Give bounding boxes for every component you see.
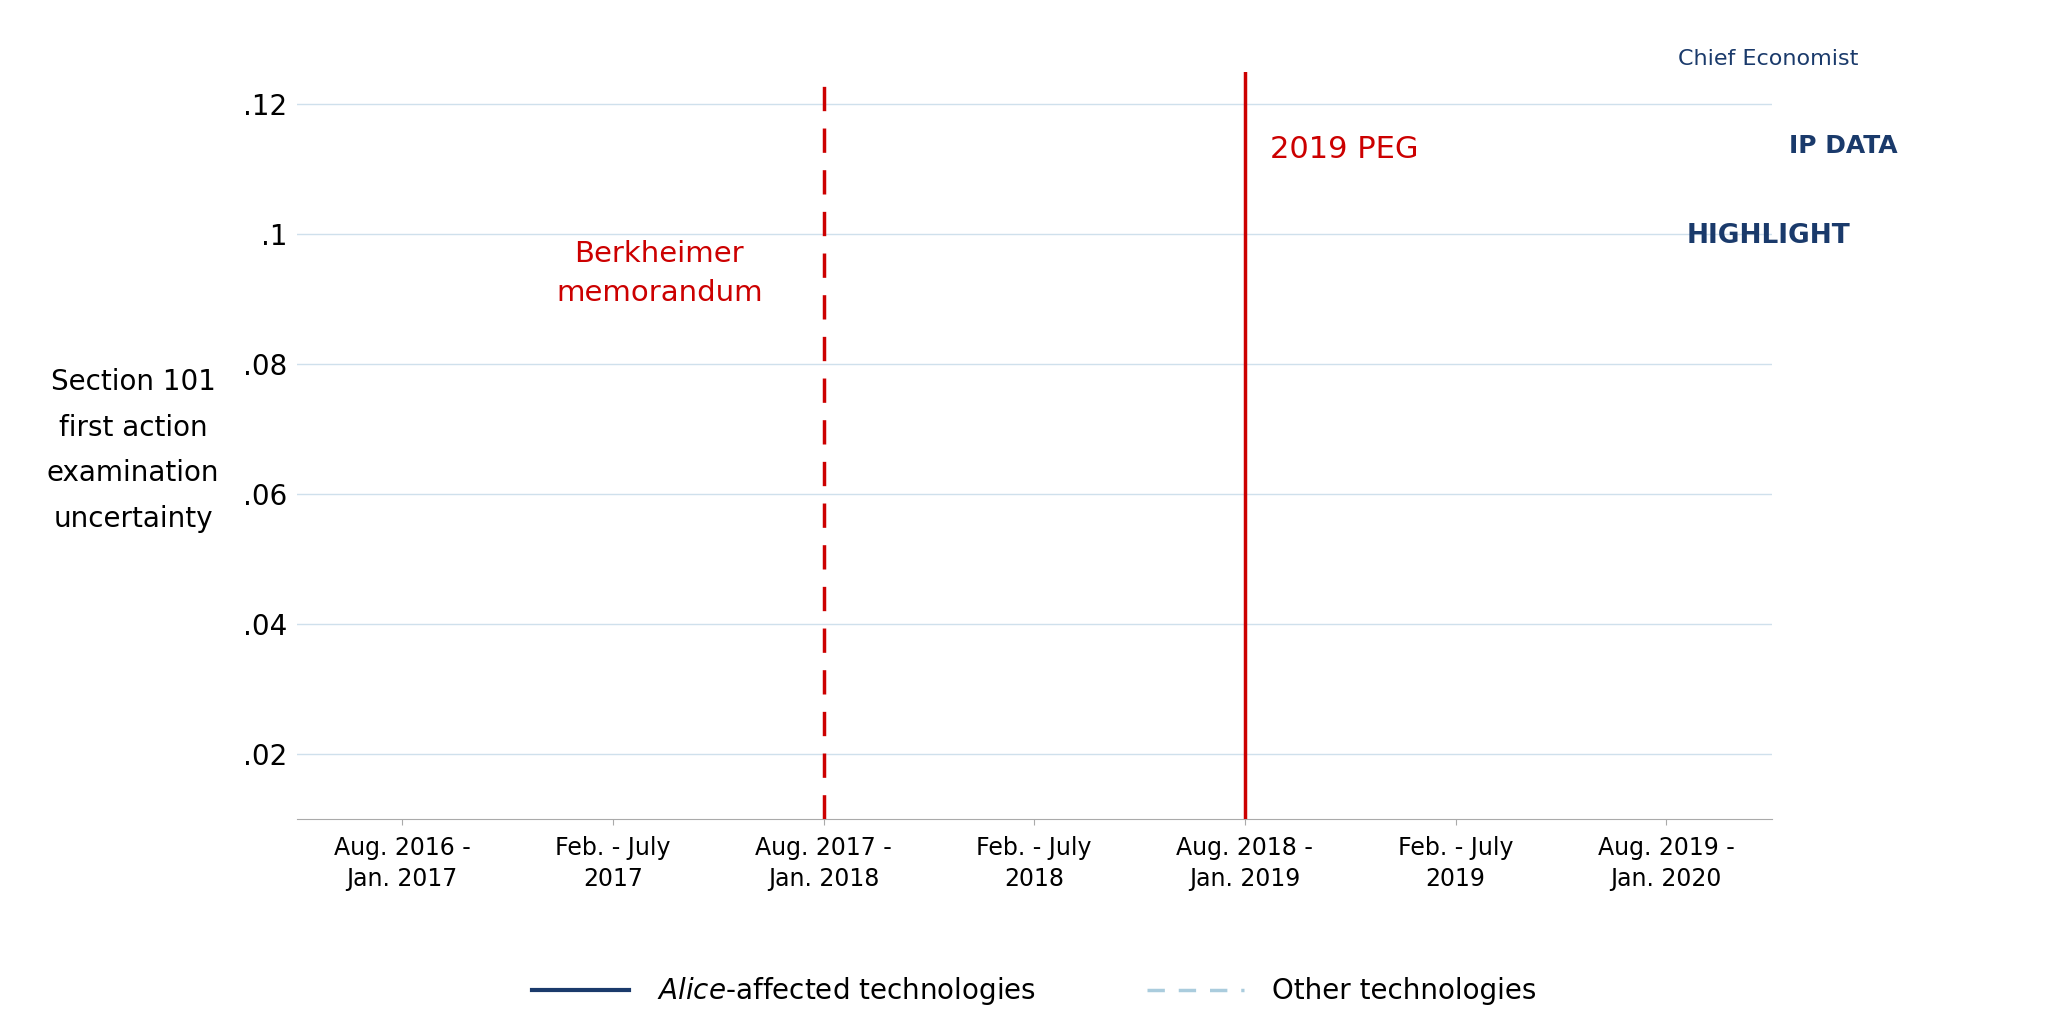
Text: Section 101
first action
examination
uncertainty: Section 101 first action examination unc… <box>47 369 219 532</box>
Text: Chief Economist: Chief Economist <box>1677 49 1860 69</box>
Text: HIGHLIGHT: HIGHLIGHT <box>1688 222 1849 249</box>
Text: Berkheimer
memorandum: Berkheimer memorandum <box>555 240 762 306</box>
Text: IP DATA: IP DATA <box>1788 134 1898 158</box>
Text: 2019 PEG: 2019 PEG <box>1270 135 1419 164</box>
Legend: $\it{Alice}$-affected technologies, Other technologies: $\it{Alice}$-affected technologies, Othe… <box>520 965 1548 1018</box>
